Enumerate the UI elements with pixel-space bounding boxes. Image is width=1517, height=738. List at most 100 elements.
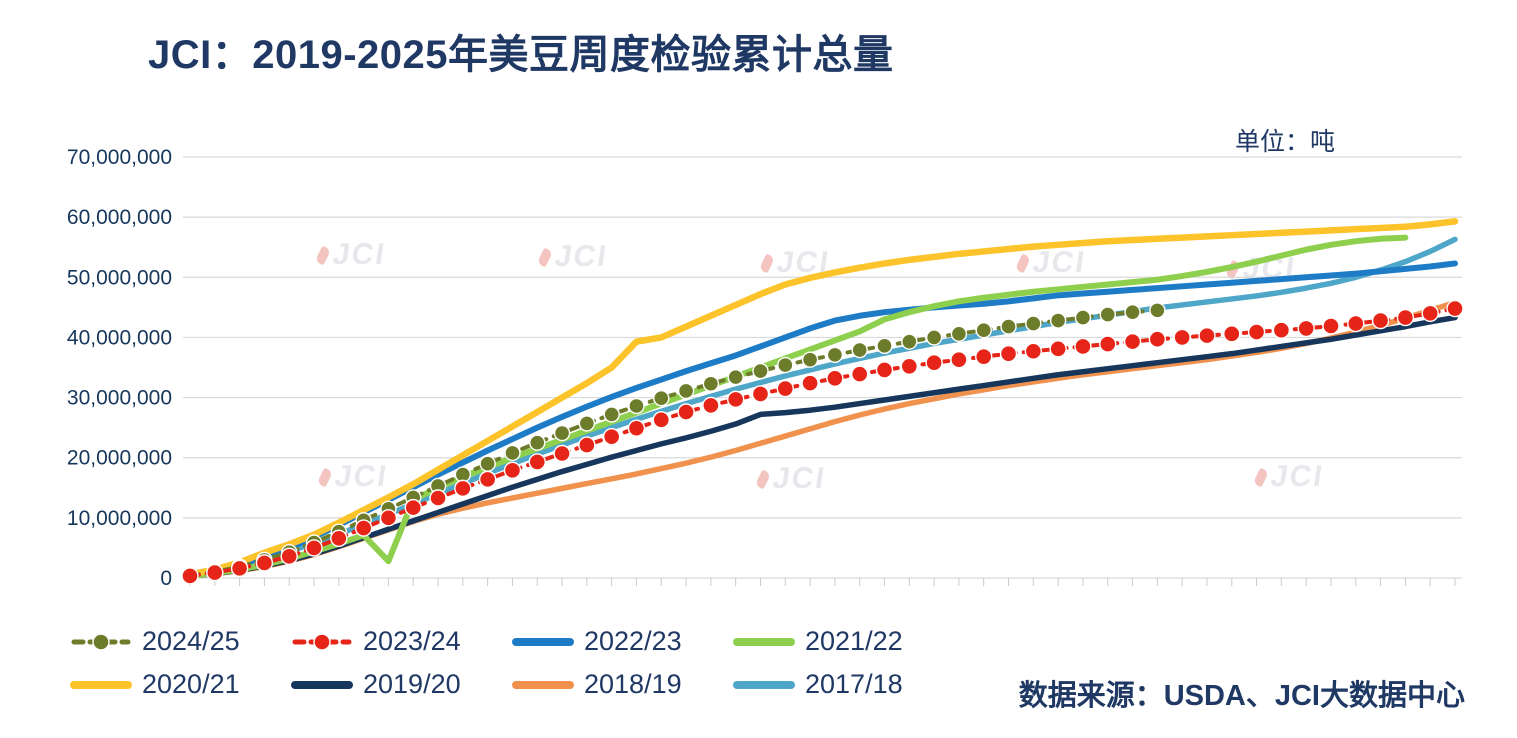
series-line-2024-25 bbox=[188, 308, 1160, 578]
series-marker-2024-25 bbox=[504, 444, 521, 462]
y-axis-tick-label: 30,000,000 bbox=[67, 387, 172, 410]
series-marker-2023-24 bbox=[751, 385, 770, 403]
series-marker-2023-24 bbox=[1198, 326, 1216, 345]
series-marker-2023-24 bbox=[1446, 299, 1464, 318]
series-marker-2023-24 bbox=[776, 379, 794, 398]
legend-item-2021-22: 2021/22 bbox=[733, 626, 954, 657]
legend-label: 2017/18 bbox=[805, 669, 903, 699]
series-marker-2023-24 bbox=[999, 344, 1018, 363]
chart-title: JCI：2019-2025年美豆周度检验累计总量 bbox=[148, 33, 894, 77]
y-axis-tick-label: 40,000,000 bbox=[67, 326, 172, 349]
series-marker-2023-24 bbox=[354, 519, 373, 537]
series-marker-2023-24 bbox=[429, 489, 447, 507]
series-marker-2023-24 bbox=[206, 563, 224, 582]
series-marker-2023-24 bbox=[677, 403, 695, 421]
series-marker-2023-24 bbox=[404, 498, 422, 517]
series-marker-2023-24 bbox=[950, 350, 968, 369]
series-marker-2023-24 bbox=[851, 365, 869, 383]
series-marker-2024-25 bbox=[1000, 318, 1017, 335]
chart-legend: 2024/25 2023/24 2022/23 2021/22 2020/21 2019/… bbox=[70, 620, 990, 706]
series-marker-2023-24 bbox=[702, 396, 720, 415]
series-marker-2023-24 bbox=[925, 353, 943, 372]
series-line-2022-23 bbox=[187, 260, 1458, 578]
legend-label: 2024/25 bbox=[142, 626, 240, 656]
series-line-2017-18 bbox=[187, 236, 1458, 578]
series-marker-2023-24 bbox=[255, 554, 274, 572]
series-marker-2023-24 bbox=[330, 529, 348, 548]
legend-item-2018-19: 2018/19 bbox=[512, 669, 733, 700]
legend-swatch-icon bbox=[512, 637, 574, 646]
series-marker-2024-25 bbox=[1025, 315, 1042, 332]
series-marker-2023-24 bbox=[1396, 308, 1415, 327]
legend-swatch-icon bbox=[70, 680, 132, 689]
series-marker-2023-24 bbox=[454, 479, 472, 498]
y-axis-tick-label: 10,000,000 bbox=[67, 507, 172, 530]
series-marker-2023-24 bbox=[503, 461, 522, 480]
series-marker-2023-24 bbox=[975, 347, 993, 366]
y-axis-tick-label: 0 bbox=[160, 567, 172, 590]
series-marker-2023-24 bbox=[553, 444, 571, 463]
series-marker-2024-25 bbox=[752, 362, 769, 380]
legend-row: 2020/21 2019/20 2018/19 2017/18 bbox=[70, 663, 990, 706]
series-marker-2023-24 bbox=[1297, 319, 1315, 338]
unit-label: 单位：吨 bbox=[1235, 128, 1336, 156]
series-marker-2023-24 bbox=[478, 470, 497, 489]
legend-label: 2023/24 bbox=[363, 626, 461, 656]
series-line-2021-22 bbox=[187, 234, 1409, 580]
series-marker-2024-25 bbox=[677, 382, 695, 400]
series-marker-2024-25 bbox=[653, 389, 670, 407]
legend-item-2024-25: 2024/25 bbox=[70, 626, 291, 657]
series-marker-2024-25 bbox=[801, 351, 819, 368]
series-marker-2024-25 bbox=[479, 455, 496, 472]
series-line-2023-24 bbox=[188, 306, 1457, 578]
series-marker-2023-24 bbox=[1148, 330, 1167, 348]
series-marker-2024-25 bbox=[826, 346, 844, 364]
series-marker-2024-25 bbox=[1049, 312, 1067, 329]
series-marker-2023-24 bbox=[602, 427, 621, 446]
series-marker-2023-24 bbox=[280, 547, 298, 566]
series-marker-2024-25 bbox=[1124, 303, 1141, 321]
legend-label: 2019/20 bbox=[363, 669, 461, 699]
series-marker-2024-25 bbox=[553, 424, 571, 442]
legend-swatch-icon bbox=[292, 632, 352, 651]
series-marker-2024-25 bbox=[1074, 309, 1092, 326]
series-marker-2023-24 bbox=[1421, 304, 1439, 323]
legend-row: 2024/25 2023/24 2022/23 2021/22 bbox=[70, 620, 990, 663]
legend-swatch-icon bbox=[512, 680, 574, 689]
legend-item-2017-18: 2017/18 bbox=[733, 669, 954, 700]
legend-swatch-icon bbox=[733, 680, 795, 689]
series-marker-2023-24 bbox=[181, 567, 199, 585]
series-marker-2023-24 bbox=[1024, 342, 1043, 360]
y-axis-tick-label: 70,000,000 bbox=[67, 146, 172, 169]
series-marker-2023-24 bbox=[1223, 325, 1241, 343]
series-marker-2023-24 bbox=[1347, 314, 1365, 333]
series-marker-2024-25 bbox=[950, 325, 968, 343]
legend-item-2022-23: 2022/23 bbox=[512, 626, 733, 657]
series-marker-2023-24 bbox=[578, 436, 596, 454]
series-marker-2023-24 bbox=[1322, 317, 1340, 335]
series-marker-2023-24 bbox=[652, 411, 670, 429]
series-marker-2024-25 bbox=[702, 375, 720, 392]
series-marker-2023-24 bbox=[1371, 311, 1390, 330]
series-marker-2023-24 bbox=[801, 374, 819, 392]
legend-swatch-icon bbox=[733, 637, 795, 646]
series-marker-2023-24 bbox=[1099, 335, 1117, 353]
series-marker-2023-24 bbox=[726, 390, 745, 409]
legend-label: 2020/21 bbox=[142, 669, 240, 699]
series-marker-2023-24 bbox=[528, 453, 546, 471]
series-marker-2024-25 bbox=[603, 406, 620, 423]
legend-label: 2018/19 bbox=[584, 669, 682, 699]
legend-item-2019-20: 2019/20 bbox=[291, 669, 512, 700]
series-marker-2023-24 bbox=[379, 509, 398, 527]
series-marker-2024-25 bbox=[777, 356, 794, 374]
series-marker-2024-25 bbox=[851, 341, 868, 359]
y-axis-tick-label: 50,000,000 bbox=[67, 266, 172, 289]
series-marker-2023-24 bbox=[1123, 332, 1142, 351]
y-axis-tick-label: 60,000,000 bbox=[67, 206, 172, 229]
series-marker-2024-25 bbox=[628, 397, 645, 415]
series-marker-2023-24 bbox=[1049, 340, 1067, 358]
legend-swatch-icon bbox=[71, 632, 131, 651]
series-marker-2023-24 bbox=[627, 419, 646, 437]
